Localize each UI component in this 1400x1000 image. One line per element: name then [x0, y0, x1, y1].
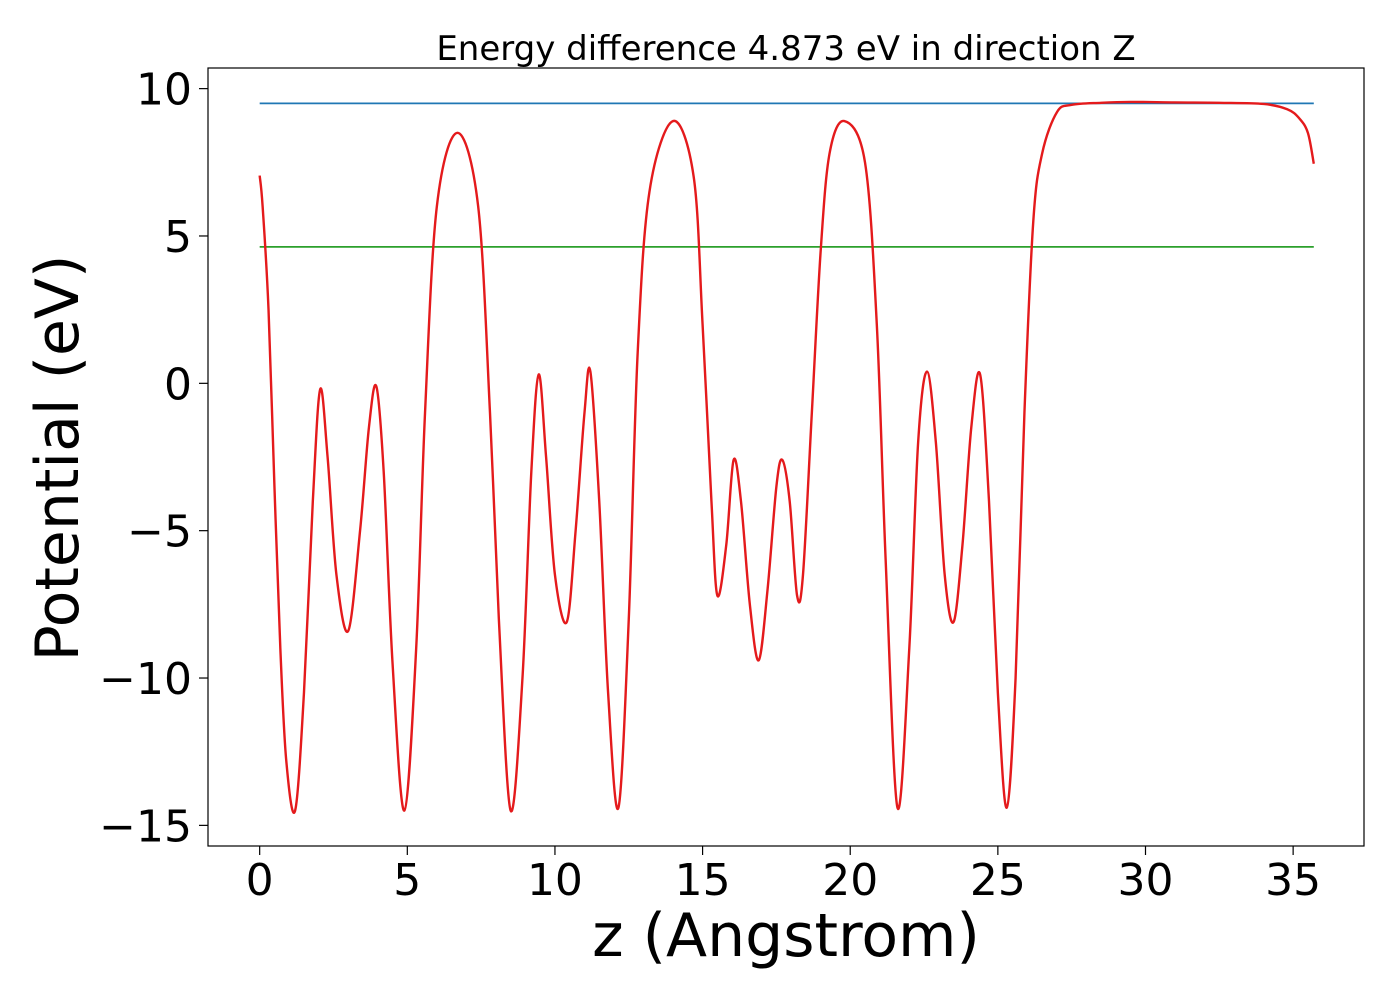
- y-tick-label: −5: [127, 507, 192, 558]
- x-tick-label: 30: [1117, 855, 1173, 906]
- x-tick-label: 15: [675, 855, 731, 906]
- x-tick-label: 10: [527, 855, 583, 906]
- x-tick-label: 5: [393, 855, 421, 906]
- y-tick-label: 0: [164, 359, 192, 410]
- x-tick-label: 0: [246, 855, 274, 906]
- series-layer: [258, 100, 1315, 814]
- chart-title: Energy difference 4.873 eV in direction …: [436, 29, 1135, 69]
- potential-curve: [258, 100, 1315, 814]
- y-tick-label: 5: [164, 212, 192, 263]
- x-tick-label: 25: [970, 855, 1026, 906]
- x-tick-label: 35: [1265, 855, 1321, 906]
- y-tick-label: −15: [99, 801, 192, 852]
- x-axis-ticks: 0 5 10 15 20 25 30 35: [246, 846, 1321, 906]
- plot-area-frame: [207, 67, 1365, 847]
- y-tick-label: −10: [99, 654, 192, 705]
- x-tick-label: 20: [822, 855, 878, 906]
- y-tick-label: 10: [136, 65, 192, 116]
- y-axis-label: Potential (eV): [23, 255, 93, 662]
- x-axis-label: z (Angstrom): [592, 901, 980, 971]
- y-axis-ticks: 10 5 0 −5 −10 −15: [99, 65, 208, 852]
